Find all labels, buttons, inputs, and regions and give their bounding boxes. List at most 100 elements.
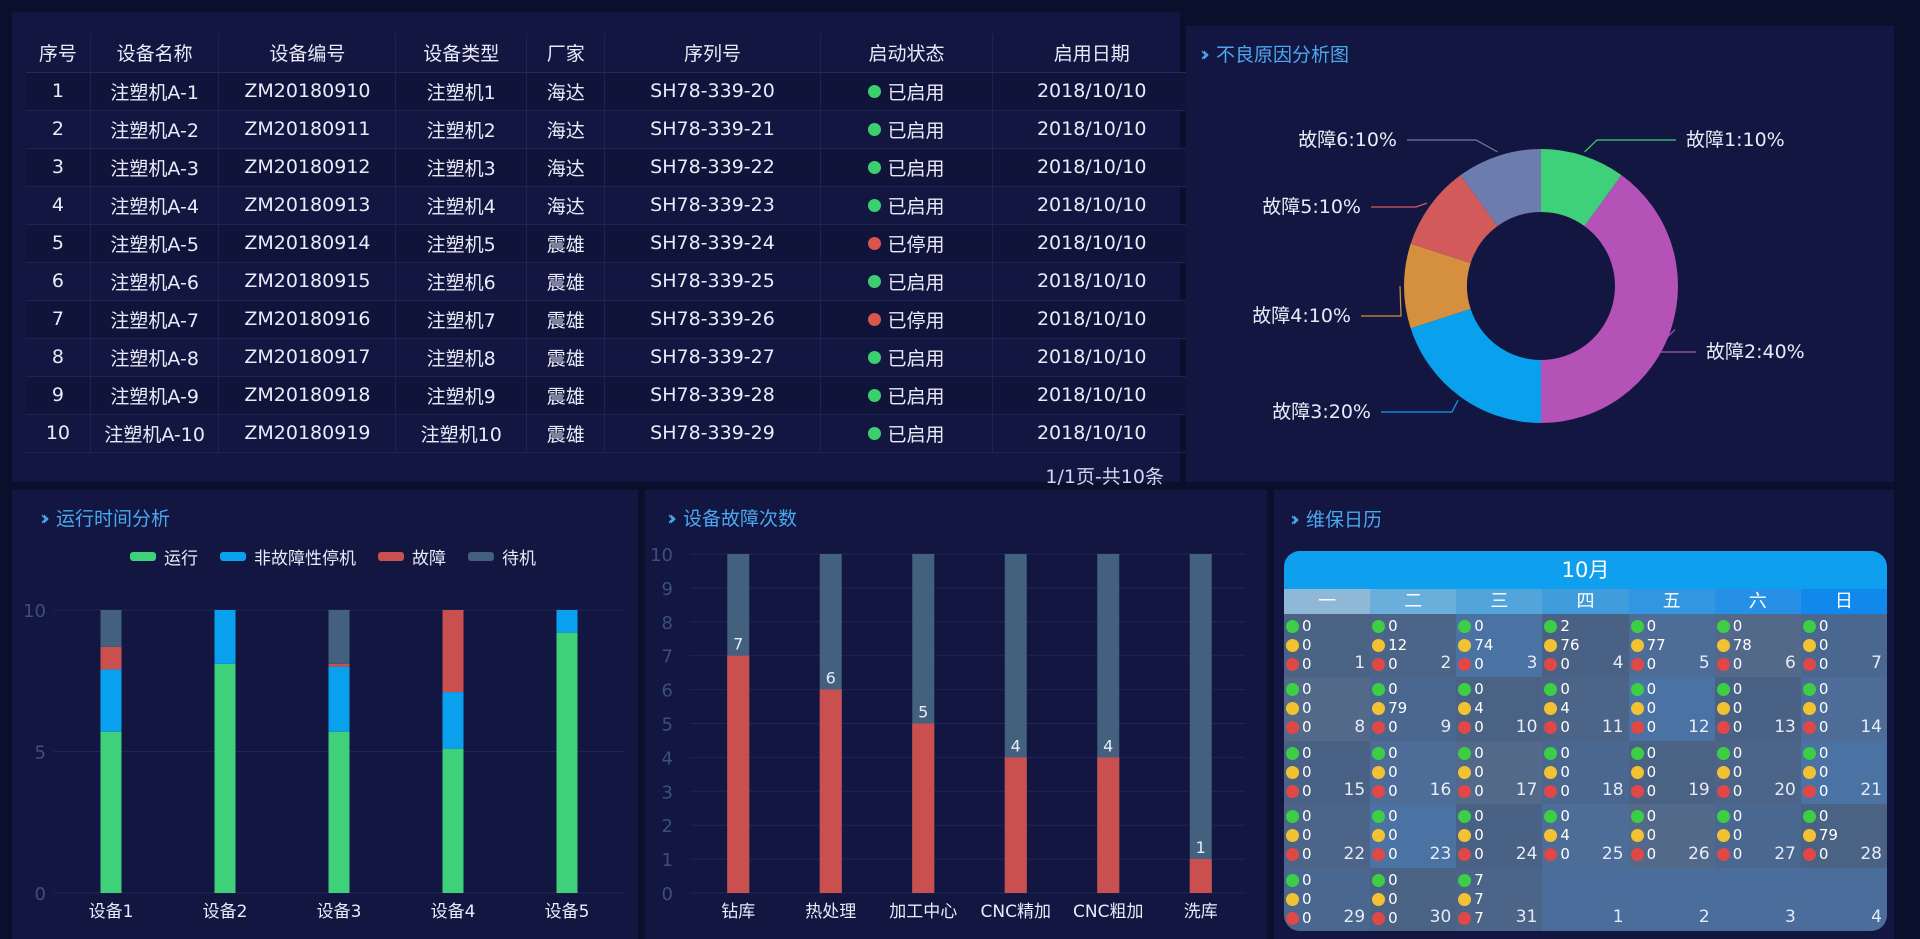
- calendar-day[interactable]: 0 0 0 27: [1714, 804, 1801, 868]
- calendar-day[interactable]: 0 0 0 20: [1714, 740, 1801, 805]
- bar-segment[interactable]: [328, 731, 350, 893]
- bar[interactable]: [1097, 757, 1120, 893]
- column-header[interactable]: 启动状态: [819, 34, 993, 73]
- column-header[interactable]: 启用日期: [992, 34, 1190, 73]
- bar-segment[interactable]: [556, 632, 578, 893]
- bar-segment[interactable]: [556, 610, 578, 633]
- calendar-day[interactable]: 0 0 0 26: [1628, 804, 1715, 868]
- pie-slice[interactable]: [1404, 243, 1471, 329]
- y-tick-label: 1: [662, 850, 673, 871]
- calendar-day[interactable]: 0 74 0 3: [1456, 614, 1543, 678]
- bar[interactable]: [912, 723, 935, 894]
- table-row[interactable]: 10 注塑机A-10 ZM20180919 注塑机10 震雄 SH78-339-29 已启用…: [26, 414, 1190, 453]
- calendar-day[interactable]: 2 76 0 4: [1542, 614, 1629, 678]
- count-bad: 0: [1818, 845, 1829, 864]
- calendar-day[interactable]: 0 12 0 2: [1370, 614, 1457, 678]
- bar-segment[interactable]: [328, 666, 350, 732]
- table-row[interactable]: 8 注塑机A-8 ZM20180917 注塑机8 震雄 SH78-339-27 已启用 201…: [26, 338, 1190, 377]
- bar-segment[interactable]: [214, 663, 236, 893]
- bar-segment[interactable]: [214, 610, 236, 664]
- legend-item[interactable]: 待机: [468, 544, 536, 569]
- bar[interactable]: [819, 689, 842, 893]
- pie-slice[interactable]: [1541, 149, 1622, 227]
- calendar-day[interactable]: 0 0 0 15: [1284, 740, 1371, 805]
- bar-segment[interactable]: [328, 610, 350, 664]
- calendar-day[interactable]: 0 0 0 22: [1284, 804, 1371, 868]
- day-number: 27: [1774, 843, 1796, 864]
- table-row[interactable]: 9 注塑机A-9 ZM20180918 注塑机9 震雄 SH78-339-28 已启用 201…: [26, 376, 1190, 415]
- pie-slice[interactable]: [1410, 175, 1498, 264]
- weekday-header: 二: [1370, 589, 1457, 614]
- bar-segment[interactable]: [100, 646, 122, 670]
- calendar-day[interactable]: 0 0 0 12: [1628, 677, 1715, 741]
- table-row[interactable]: 6 注塑机A-6 ZM20180915 注塑机6 震雄 SH78-339-25 已启用 201…: [26, 262, 1190, 301]
- column-header[interactable]: 厂家: [526, 34, 605, 73]
- calendar-day[interactable]: 0 4 0 10: [1456, 677, 1543, 741]
- calendar-day[interactable]: 0 0 0 29: [1284, 867, 1371, 931]
- count-good: 0: [1732, 743, 1743, 762]
- bar[interactable]: [1189, 859, 1212, 893]
- legend-item[interactable]: 故障: [378, 544, 446, 569]
- calendar-day[interactable]: 0 4 0 11: [1542, 677, 1629, 741]
- weekday-header: 三: [1456, 589, 1543, 614]
- legend-item[interactable]: 非故障性停机: [220, 544, 356, 569]
- column-header[interactable]: 设备类型: [395, 34, 527, 73]
- calendar-day-outside-month[interactable]: 3: [1714, 867, 1801, 931]
- bar[interactable]: [1004, 757, 1027, 893]
- pie-slice[interactable]: [1460, 149, 1541, 227]
- calendar-day[interactable]: 0 0 0 13: [1714, 677, 1801, 741]
- calendar-day[interactable]: 0 79 0 28: [1800, 804, 1887, 868]
- column-header[interactable]: 设备名称: [89, 34, 219, 73]
- count-neutral: 0: [1302, 889, 1312, 908]
- pie-slice[interactable]: [1410, 308, 1541, 423]
- calendar-day[interactable]: 0 77 0 5: [1628, 614, 1715, 678]
- day-number: 1: [1612, 907, 1624, 927]
- calendar-day-outside-month[interactable]: 4: [1800, 867, 1887, 931]
- calendar-day[interactable]: 0 0 0 30: [1370, 867, 1457, 931]
- table-row[interactable]: 3 注塑机A-3 ZM20180912 注塑机3 海达 SH78-339-22 已启用 201…: [26, 148, 1190, 187]
- table-row[interactable]: 2 注塑机A-2 ZM20180911 注塑机2 海达 SH78-339-21 已启用 201…: [26, 110, 1190, 149]
- count-good: 0: [1388, 743, 1398, 762]
- calendar-day[interactable]: 0 0 0 14: [1800, 677, 1887, 741]
- calendar-day[interactable]: 0 0 0 23: [1370, 804, 1457, 868]
- table-row[interactable]: 4 注塑机A-4 ZM20180913 注塑机4 海达 SH78-339-23 已启用 201…: [26, 186, 1190, 225]
- bar-segment[interactable]: [442, 748, 464, 893]
- calendar-day[interactable]: 0 0 0 21: [1800, 740, 1887, 805]
- calendar-day[interactable]: 0 4 0 25: [1542, 804, 1629, 868]
- table-row[interactable]: 1 注塑机A-1 ZM20180910 注塑机1 海达 SH78-339-20 已启用 201…: [26, 72, 1190, 111]
- calendar-day[interactable]: 0 79 0 9: [1370, 677, 1457, 741]
- bar-segment[interactable]: [328, 663, 350, 667]
- bar-segment[interactable]: [442, 610, 464, 693]
- bar[interactable]: [727, 655, 750, 893]
- neutral-face-icon: [1630, 639, 1644, 652]
- legend-item[interactable]: 运行: [130, 544, 198, 569]
- column-header[interactable]: 设备编号: [218, 34, 396, 73]
- calendar-day[interactable]: 0 0 0 19: [1628, 740, 1715, 805]
- column-header[interactable]: 序列号: [604, 34, 821, 73]
- calendar-day[interactable]: 7 7 7 31: [1456, 867, 1543, 931]
- pie-slice[interactable]: [1541, 175, 1678, 423]
- calendar-day[interactable]: 0 78 0 6: [1714, 614, 1801, 678]
- table-row[interactable]: 7 注塑机A-7 ZM20180916 注塑机7 震雄 SH78-339-26 已停用 201…: [26, 300, 1190, 339]
- calendar-day-outside-month[interactable]: 1: [1542, 867, 1629, 931]
- bar-segment[interactable]: [100, 731, 122, 893]
- table-cell: 已启用: [819, 110, 993, 149]
- calendar-day[interactable]: 0 0 0 17: [1456, 740, 1543, 805]
- bar-segment[interactable]: [100, 610, 122, 647]
- bar-segment[interactable]: [442, 692, 464, 749]
- device-table: 序号 设备名称 设备编号 设备类型 厂家 序列号 启动状态 启用日期 1 注塑机A-1 ZM201…: [26, 34, 1190, 453]
- calendar-day[interactable]: 0 0 0 18: [1542, 740, 1629, 805]
- neutral-face-icon: [1544, 829, 1558, 843]
- count-bad: 0: [1302, 718, 1312, 737]
- column-header[interactable]: 序号: [26, 34, 91, 73]
- calendar-day-outside-month[interactable]: 2: [1628, 867, 1715, 931]
- bar-segment[interactable]: [100, 669, 122, 732]
- table-row[interactable]: 5 注塑机A-5 ZM20180914 注塑机5 震雄 SH78-339-24 已停用 201…: [26, 224, 1190, 263]
- calendar-day[interactable]: 0 0 0 16: [1370, 740, 1457, 805]
- calendar-day[interactable]: 0 0 0 24: [1456, 804, 1543, 868]
- runtime-title-text: 运行时间分析: [56, 508, 171, 530]
- table-cell: 2018/10/10: [992, 376, 1190, 415]
